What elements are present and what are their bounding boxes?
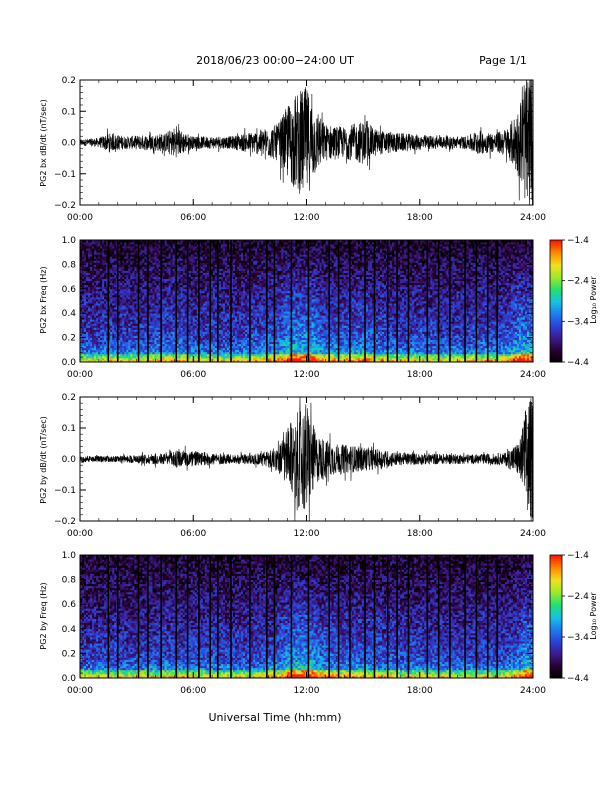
page-number: Page 1/1 <box>479 54 527 67</box>
y-tick-label: 0.0 <box>62 139 77 149</box>
y-tick-label: 0.1 <box>62 107 76 117</box>
x-tick-label: 24:00 <box>520 213 546 223</box>
x-tick-label: 00:00 <box>67 213 93 223</box>
page-title: 2018/06/23 00:00−24:00 UT <box>196 54 354 67</box>
bx-colorbar-label: Log₁₀ Power <box>589 276 598 324</box>
x-tick-label: 18:00 <box>407 213 433 223</box>
y-tick-label: −0.1 <box>54 170 76 180</box>
y-tick-label: −0.2 <box>54 201 76 211</box>
x-tick-label: 12:00 <box>294 213 320 223</box>
x-tick-label: 06:00 <box>180 213 206 223</box>
bx-freq-ylabel: PG2 bx Freq (Hz) <box>39 266 48 333</box>
bx-dbdt-panel: PG2 bx dB/dt (nT/sec) 00:00 06:00 12:00 18:… <box>39 76 546 223</box>
y-tick-label: 0.2 <box>62 76 76 86</box>
bx-dbdt-ylabel: PG2 bx dB/dt (nT/sec) <box>39 99 48 186</box>
